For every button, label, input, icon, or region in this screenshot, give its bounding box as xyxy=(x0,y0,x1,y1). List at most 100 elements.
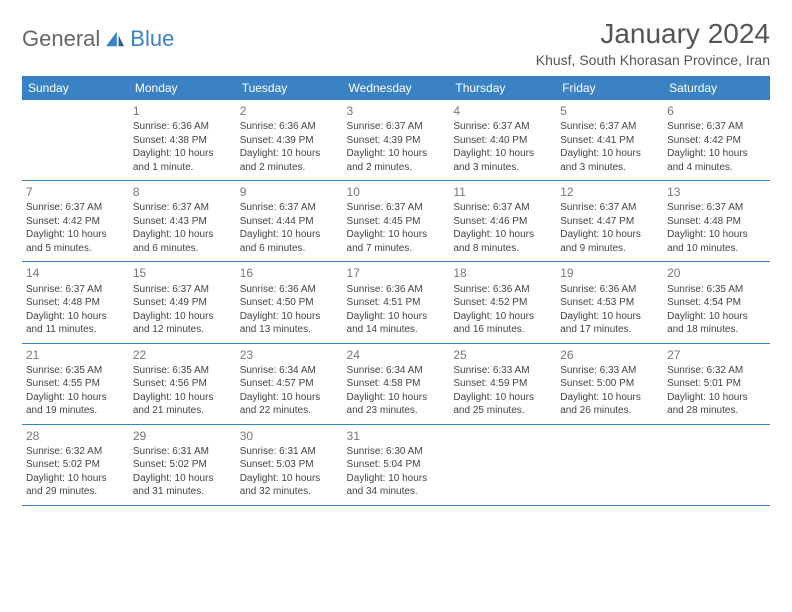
sunset-line: Sunset: 5:04 PM xyxy=(347,458,446,472)
sunset-line: Sunset: 4:58 PM xyxy=(347,377,446,391)
calendar-week-row: 14Sunrise: 6:37 AMSunset: 4:48 PMDayligh… xyxy=(22,262,770,343)
calendar-cell: 22Sunrise: 6:35 AMSunset: 4:56 PMDayligh… xyxy=(129,343,236,424)
sunrise-line: Sunrise: 6:37 AM xyxy=(133,283,232,297)
daylight-line: Daylight: 10 hours and 13 minutes. xyxy=(240,310,339,337)
sunset-line: Sunset: 4:56 PM xyxy=(133,377,232,391)
sunrise-line: Sunrise: 6:36 AM xyxy=(560,283,659,297)
calendar-cell: 28Sunrise: 6:32 AMSunset: 5:02 PMDayligh… xyxy=(22,424,129,505)
sunrise-line: Sunrise: 6:33 AM xyxy=(560,364,659,378)
sunset-line: Sunset: 4:55 PM xyxy=(26,377,125,391)
calendar-head: SundayMondayTuesdayWednesdayThursdayFrid… xyxy=(22,76,770,100)
daylight-line: Daylight: 10 hours and 32 minutes. xyxy=(240,472,339,499)
calendar-cell xyxy=(663,424,770,505)
calendar-cell: 2Sunrise: 6:36 AMSunset: 4:39 PMDaylight… xyxy=(236,100,343,181)
sunrise-line: Sunrise: 6:37 AM xyxy=(453,201,552,215)
calendar-cell: 30Sunrise: 6:31 AMSunset: 5:03 PMDayligh… xyxy=(236,424,343,505)
calendar-cell: 7Sunrise: 6:37 AMSunset: 4:42 PMDaylight… xyxy=(22,181,129,262)
calendar-cell: 12Sunrise: 6:37 AMSunset: 4:47 PMDayligh… xyxy=(556,181,663,262)
sunset-line: Sunset: 4:41 PM xyxy=(560,134,659,148)
sunset-line: Sunset: 5:02 PM xyxy=(133,458,232,472)
calendar-cell: 5Sunrise: 6:37 AMSunset: 4:41 PMDaylight… xyxy=(556,100,663,181)
daylight-line: Daylight: 10 hours and 3 minutes. xyxy=(453,147,552,174)
day-number: 17 xyxy=(347,265,446,281)
daylight-line: Daylight: 10 hours and 18 minutes. xyxy=(667,310,766,337)
day-number: 28 xyxy=(26,428,125,444)
daylight-line: Daylight: 10 hours and 6 minutes. xyxy=(133,228,232,255)
calendar-page: General Blue January 2024 Khusf, South K… xyxy=(0,0,792,524)
sunset-line: Sunset: 4:46 PM xyxy=(453,215,552,229)
day-number: 23 xyxy=(240,347,339,363)
calendar-cell: 8Sunrise: 6:37 AMSunset: 4:43 PMDaylight… xyxy=(129,181,236,262)
calendar-cell: 31Sunrise: 6:30 AMSunset: 5:04 PMDayligh… xyxy=(343,424,450,505)
month-title: January 2024 xyxy=(536,18,770,50)
sunrise-line: Sunrise: 6:32 AM xyxy=(667,364,766,378)
sunset-line: Sunset: 4:50 PM xyxy=(240,296,339,310)
daylight-line: Daylight: 10 hours and 16 minutes. xyxy=(453,310,552,337)
day-number: 4 xyxy=(453,103,552,119)
calendar-cell: 4Sunrise: 6:37 AMSunset: 4:40 PMDaylight… xyxy=(449,100,556,181)
daylight-line: Daylight: 10 hours and 11 minutes. xyxy=(26,310,125,337)
calendar-cell: 16Sunrise: 6:36 AMSunset: 4:50 PMDayligh… xyxy=(236,262,343,343)
day-number: 31 xyxy=(347,428,446,444)
daylight-line: Daylight: 10 hours and 17 minutes. xyxy=(560,310,659,337)
sunrise-line: Sunrise: 6:37 AM xyxy=(347,120,446,134)
calendar-cell xyxy=(449,424,556,505)
day-number: 2 xyxy=(240,103,339,119)
calendar-cell xyxy=(22,100,129,181)
calendar-week-row: 28Sunrise: 6:32 AM Sunset: 5:02 PM Dayligh… xyxy=(22,424,770,505)
calendar-cell: 15Sunrise: 6:37 AMSunset: 4:49 PMDayligh… xyxy=(129,262,236,343)
sunrise-line: Sunrise: 6:34 AM xyxy=(240,364,339,378)
weekday-header: Thursday xyxy=(449,76,556,100)
day-number: 1 xyxy=(133,103,232,119)
calendar-cell: 11Sunrise: 6:37 AMSunset: 4:46 PMDayligh… xyxy=(449,181,556,262)
daylight-line: Daylight: 10 hours and 9 minutes. xyxy=(560,228,659,255)
calendar-cell: 9Sunrise: 6:37 AMSunset: 4:44 PMDaylight… xyxy=(236,181,343,262)
day-number: 9 xyxy=(240,184,339,200)
day-number: 13 xyxy=(667,184,766,200)
sunrise-line: Sunrise: 6:35 AM xyxy=(133,364,232,378)
sunrise-line: Sunrise: 6:37 AM xyxy=(240,201,339,215)
day-number: 6 xyxy=(667,103,766,119)
sunset-line: Sunset: 4:54 PM xyxy=(667,296,766,310)
day-number: 20 xyxy=(667,265,766,281)
sunrise-line: Sunrise: 6:32 AM xyxy=(26,445,125,459)
sunrise-line: Sunrise: 6:37 AM xyxy=(347,201,446,215)
sunrise-line: Sunrise: 6:37 AM xyxy=(26,201,125,215)
sunset-line: Sunset: 4:49 PM xyxy=(133,296,232,310)
calendar-cell: 23Sunrise: 6:34 AMSunset: 4:57 PMDayligh… xyxy=(236,343,343,424)
sunset-line: Sunset: 4:39 PM xyxy=(240,134,339,148)
calendar-cell: 20Sunrise: 6:35 AMSunset: 4:54 PMDayligh… xyxy=(663,262,770,343)
sunrise-line: Sunrise: 6:34 AM xyxy=(347,364,446,378)
logo: General Blue xyxy=(22,26,174,52)
daylight-line: Daylight: 10 hours and 1 minute. xyxy=(133,147,232,174)
day-number: 27 xyxy=(667,347,766,363)
weekday-header: Saturday xyxy=(663,76,770,100)
weekday-header: Sunday xyxy=(22,76,129,100)
calendar-table: SundayMondayTuesdayWednesdayThursdayFrid… xyxy=(22,76,770,506)
location-text: Khusf, South Khorasan Province, Iran xyxy=(536,52,770,68)
calendar-cell: 13Sunrise: 6:37 AMSunset: 4:48 PMDayligh… xyxy=(663,181,770,262)
sunset-line: Sunset: 4:44 PM xyxy=(240,215,339,229)
sunrise-line: Sunrise: 6:36 AM xyxy=(240,120,339,134)
daylight-line: Daylight: 10 hours and 23 minutes. xyxy=(347,391,446,418)
sunrise-line: Sunrise: 6:37 AM xyxy=(453,120,552,134)
day-number: 19 xyxy=(560,265,659,281)
day-number: 3 xyxy=(347,103,446,119)
sunset-line: Sunset: 4:51 PM xyxy=(347,296,446,310)
weekday-header: Monday xyxy=(129,76,236,100)
sunset-line: Sunset: 4:53 PM xyxy=(560,296,659,310)
sunset-line: Sunset: 4:42 PM xyxy=(667,134,766,148)
sunset-line: Sunset: 4:47 PM xyxy=(560,215,659,229)
sunrise-line: Sunrise: 6:36 AM xyxy=(133,120,232,134)
header-right: January 2024 Khusf, South Khorasan Provi… xyxy=(536,18,770,68)
logo-text-general: General xyxy=(22,26,100,52)
logo-text-blue: Blue xyxy=(130,26,174,52)
day-number: 25 xyxy=(453,347,552,363)
sunset-line: Sunset: 5:01 PM xyxy=(667,377,766,391)
sunrise-line: Sunrise: 6:36 AM xyxy=(347,283,446,297)
logo-sail-icon xyxy=(104,30,126,48)
calendar-cell: 29Sunrise: 6:31 AMSunset: 5:02 PMDayligh… xyxy=(129,424,236,505)
day-number: 18 xyxy=(453,265,552,281)
sunset-line: Sunset: 4:38 PM xyxy=(133,134,232,148)
sunset-line: Sunset: 5:03 PM xyxy=(240,458,339,472)
